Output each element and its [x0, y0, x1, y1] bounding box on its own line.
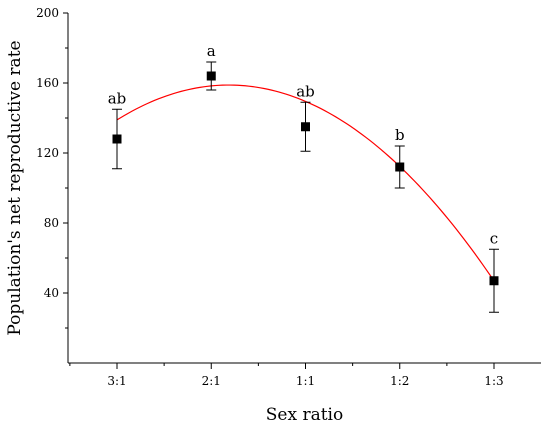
- x-tick-label: 1:1: [296, 374, 315, 388]
- data-point: [489, 276, 499, 286]
- y-tick-label: 200: [36, 6, 59, 20]
- data-point: [112, 134, 122, 144]
- y-tick-label: 160: [36, 76, 59, 90]
- x-axis-title: Sex ratio: [266, 405, 343, 425]
- x-tick-label: 1:3: [484, 374, 503, 388]
- y-tick-label: 40: [44, 286, 59, 300]
- x-tick-label: 1:2: [390, 374, 409, 388]
- data-point: [395, 162, 405, 172]
- axes: 40 80 120 160 200 3:1 2:1 1:1 1:2 1:3: [36, 6, 541, 388]
- significance-label: c: [490, 229, 498, 247]
- significance-label: ab: [296, 82, 315, 100]
- significance-label: ab: [108, 89, 127, 107]
- marks: ab a ab b c: [108, 42, 499, 313]
- y-axis-title: Population's net reproductive rate: [5, 40, 25, 335]
- x-tick-label: 3:1: [107, 374, 126, 388]
- significance-label: b: [395, 126, 405, 144]
- fit-layer: [116, 84, 495, 282]
- significance-label: a: [207, 42, 216, 60]
- data-point: [301, 122, 310, 132]
- x-tick-label: 2:1: [202, 374, 221, 388]
- fit-curve: [116, 84, 495, 282]
- y-tick-label: 120: [36, 146, 59, 160]
- data-point: [206, 71, 216, 81]
- y-tick-label: 80: [44, 216, 59, 230]
